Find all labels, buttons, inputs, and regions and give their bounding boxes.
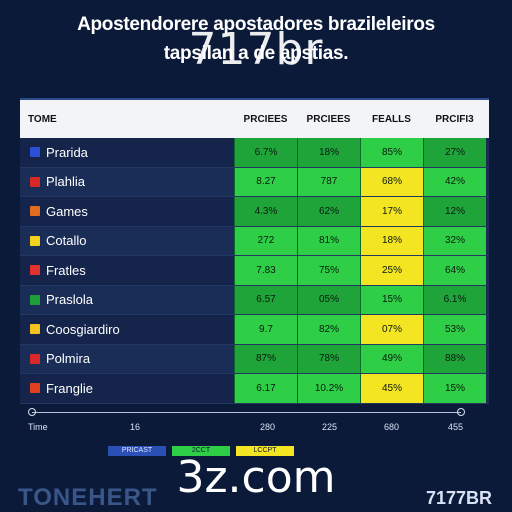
team-cell: Polmira: [20, 344, 234, 373]
odds-cell[interactable]: 64%: [423, 256, 486, 285]
odds-cell[interactable]: 53%: [423, 315, 486, 344]
odds-cell[interactable]: 4.3%: [234, 197, 297, 226]
odds-cell[interactable]: 787: [297, 167, 360, 196]
odds-cell[interactable]: 45%: [360, 374, 423, 403]
team-name: Cotallo: [46, 233, 87, 249]
team-name: Franglie: [46, 380, 93, 396]
flag-icon: [30, 235, 40, 246]
flag-icon: [30, 353, 40, 364]
time-axis: Time 16 280 225 680 455: [20, 404, 489, 440]
headline-line1: Apostendorere apostadores brazileleiros: [77, 14, 435, 35]
odds-cell[interactable]: 75%: [297, 256, 360, 285]
team-name: Praslola: [46, 292, 93, 308]
axis-start-label: Time: [28, 422, 48, 432]
odds-cell[interactable]: 7.83: [234, 256, 297, 285]
team-cell: Cotallo: [20, 226, 234, 255]
odds-cell[interactable]: 68%: [360, 167, 423, 196]
headline: Apostendorere apostadores brazileleiros …: [0, 14, 512, 66]
team-cell: Coosgiardiro: [20, 315, 234, 344]
odds-cell[interactable]: 6.57: [234, 285, 297, 314]
odds-cell[interactable]: 05%: [297, 285, 360, 314]
team-name: Coosgiardiro: [46, 321, 120, 337]
odds-cell[interactable]: 6.17: [234, 374, 297, 403]
odds-cell[interactable]: 6.1%: [423, 285, 486, 314]
odds-cell[interactable]: 8.27: [234, 167, 297, 196]
header-team[interactable]: TOME: [28, 113, 57, 125]
odds-cell[interactable]: 85%: [360, 138, 423, 167]
odds-table: TOME PRCIEES PRCIEES FEALLS PRCIFI3 Prar…: [20, 98, 489, 404]
flag-icon: [30, 294, 40, 305]
team-cell: Franglie: [20, 374, 234, 403]
odds-cell[interactable]: 07%: [360, 315, 423, 344]
team-name: Fratles: [46, 262, 86, 278]
odds-cell[interactable]: 15%: [423, 374, 486, 403]
team-cell: Fratles: [20, 256, 234, 285]
axis-end-dot[interactable]: [457, 408, 465, 416]
odds-cell[interactable]: 42%: [423, 167, 486, 196]
odds-cell[interactable]: 6.7%: [234, 138, 297, 167]
headline-line2: tapsilan a de apstias.: [163, 43, 349, 64]
odds-cell[interactable]: 25%: [360, 256, 423, 285]
axis-tick: 680: [384, 422, 400, 432]
team-name: Prarida: [46, 144, 88, 160]
odds-cell[interactable]: 10.2%: [297, 374, 360, 403]
flag-icon: [30, 176, 40, 187]
team-name: Games: [46, 203, 88, 219]
flag-icon: [30, 383, 40, 394]
footer-logo-left: TONEHERT: [18, 484, 158, 511]
team-cell: Praslola: [20, 285, 234, 314]
header-col3[interactable]: FEALLS: [372, 113, 411, 125]
axis-tick: 455: [448, 422, 464, 432]
odds-cell[interactable]: 88%: [423, 344, 486, 373]
odds-cell[interactable]: 87%: [234, 344, 297, 373]
legend-item-green: 2CCT: [172, 446, 230, 456]
header-col1[interactable]: PRCIEES: [243, 113, 288, 125]
odds-cell[interactable]: 272: [234, 226, 297, 255]
table-row[interactable]: Plahlia 8.27 787 68% 42%: [20, 167, 489, 197]
axis-tick: 225: [322, 422, 338, 432]
legend-item-yellow: LCCPT: [236, 446, 294, 456]
table-row[interactable]: Praslola 6.57 05% 15% 6.1%: [20, 285, 489, 315]
odds-cell[interactable]: 18%: [360, 226, 423, 255]
table-row[interactable]: Fratles 7.83 75% 25% 64%: [20, 256, 489, 286]
odds-cell[interactable]: 12%: [423, 197, 486, 226]
axis-line: [32, 412, 461, 413]
table-row[interactable]: Games 4.3% 62% 17% 12%: [20, 197, 489, 227]
odds-cell[interactable]: 9.7: [234, 315, 297, 344]
flag-icon: [30, 147, 40, 158]
flag-icon: [30, 324, 40, 335]
legend-item-blue: PRICAST: [108, 446, 166, 456]
table-row[interactable]: Polmira 87% 78% 49% 88%: [20, 344, 489, 374]
odds-cell[interactable]: 49%: [360, 344, 423, 373]
table-row[interactable]: Prarida 6.7% 18% 85% 27%: [20, 138, 489, 168]
odds-cell[interactable]: 82%: [297, 315, 360, 344]
header-col4[interactable]: PRCIFI3: [435, 113, 474, 125]
flag-icon: [30, 206, 40, 217]
odds-cell[interactable]: 78%: [297, 344, 360, 373]
odds-cell[interactable]: 81%: [297, 226, 360, 255]
axis-start-dot[interactable]: [28, 408, 36, 416]
table-body: Prarida 6.7% 18% 85% 27% Plahlia 8.27 787 68% 42%…: [20, 138, 489, 404]
odds-cell[interactable]: 17%: [360, 197, 423, 226]
table-header: TOME PRCIEES PRCIEES FEALLS PRCIFI3: [20, 100, 489, 138]
axis-tick: 280: [260, 422, 276, 432]
odds-cell[interactable]: 32%: [423, 226, 486, 255]
table-row[interactable]: Franglie 6.17 10.2% 45% 15%: [20, 374, 489, 404]
header-col2[interactable]: PRCIEES: [306, 113, 351, 125]
footer-logo-right: 7177BR: [425, 488, 492, 508]
team-cell: Prarida: [20, 138, 234, 167]
odds-cell[interactable]: 62%: [297, 197, 360, 226]
flag-icon: [30, 265, 40, 276]
axis-tick: 16: [130, 422, 141, 432]
table-row[interactable]: Coosgiardiro 9.7 82% 07% 53%: [20, 315, 489, 345]
table-row[interactable]: Cotallo 272 81% 18% 32%: [20, 226, 489, 256]
odds-cell[interactable]: 27%: [423, 138, 486, 167]
team-cell: Plahlia: [20, 167, 234, 196]
odds-cell[interactable]: 18%: [297, 138, 360, 167]
team-name: Polmira: [46, 351, 91, 367]
team-cell: Games: [20, 197, 234, 226]
odds-cell[interactable]: 15%: [360, 285, 423, 314]
team-name: Plahlia: [46, 174, 86, 190]
